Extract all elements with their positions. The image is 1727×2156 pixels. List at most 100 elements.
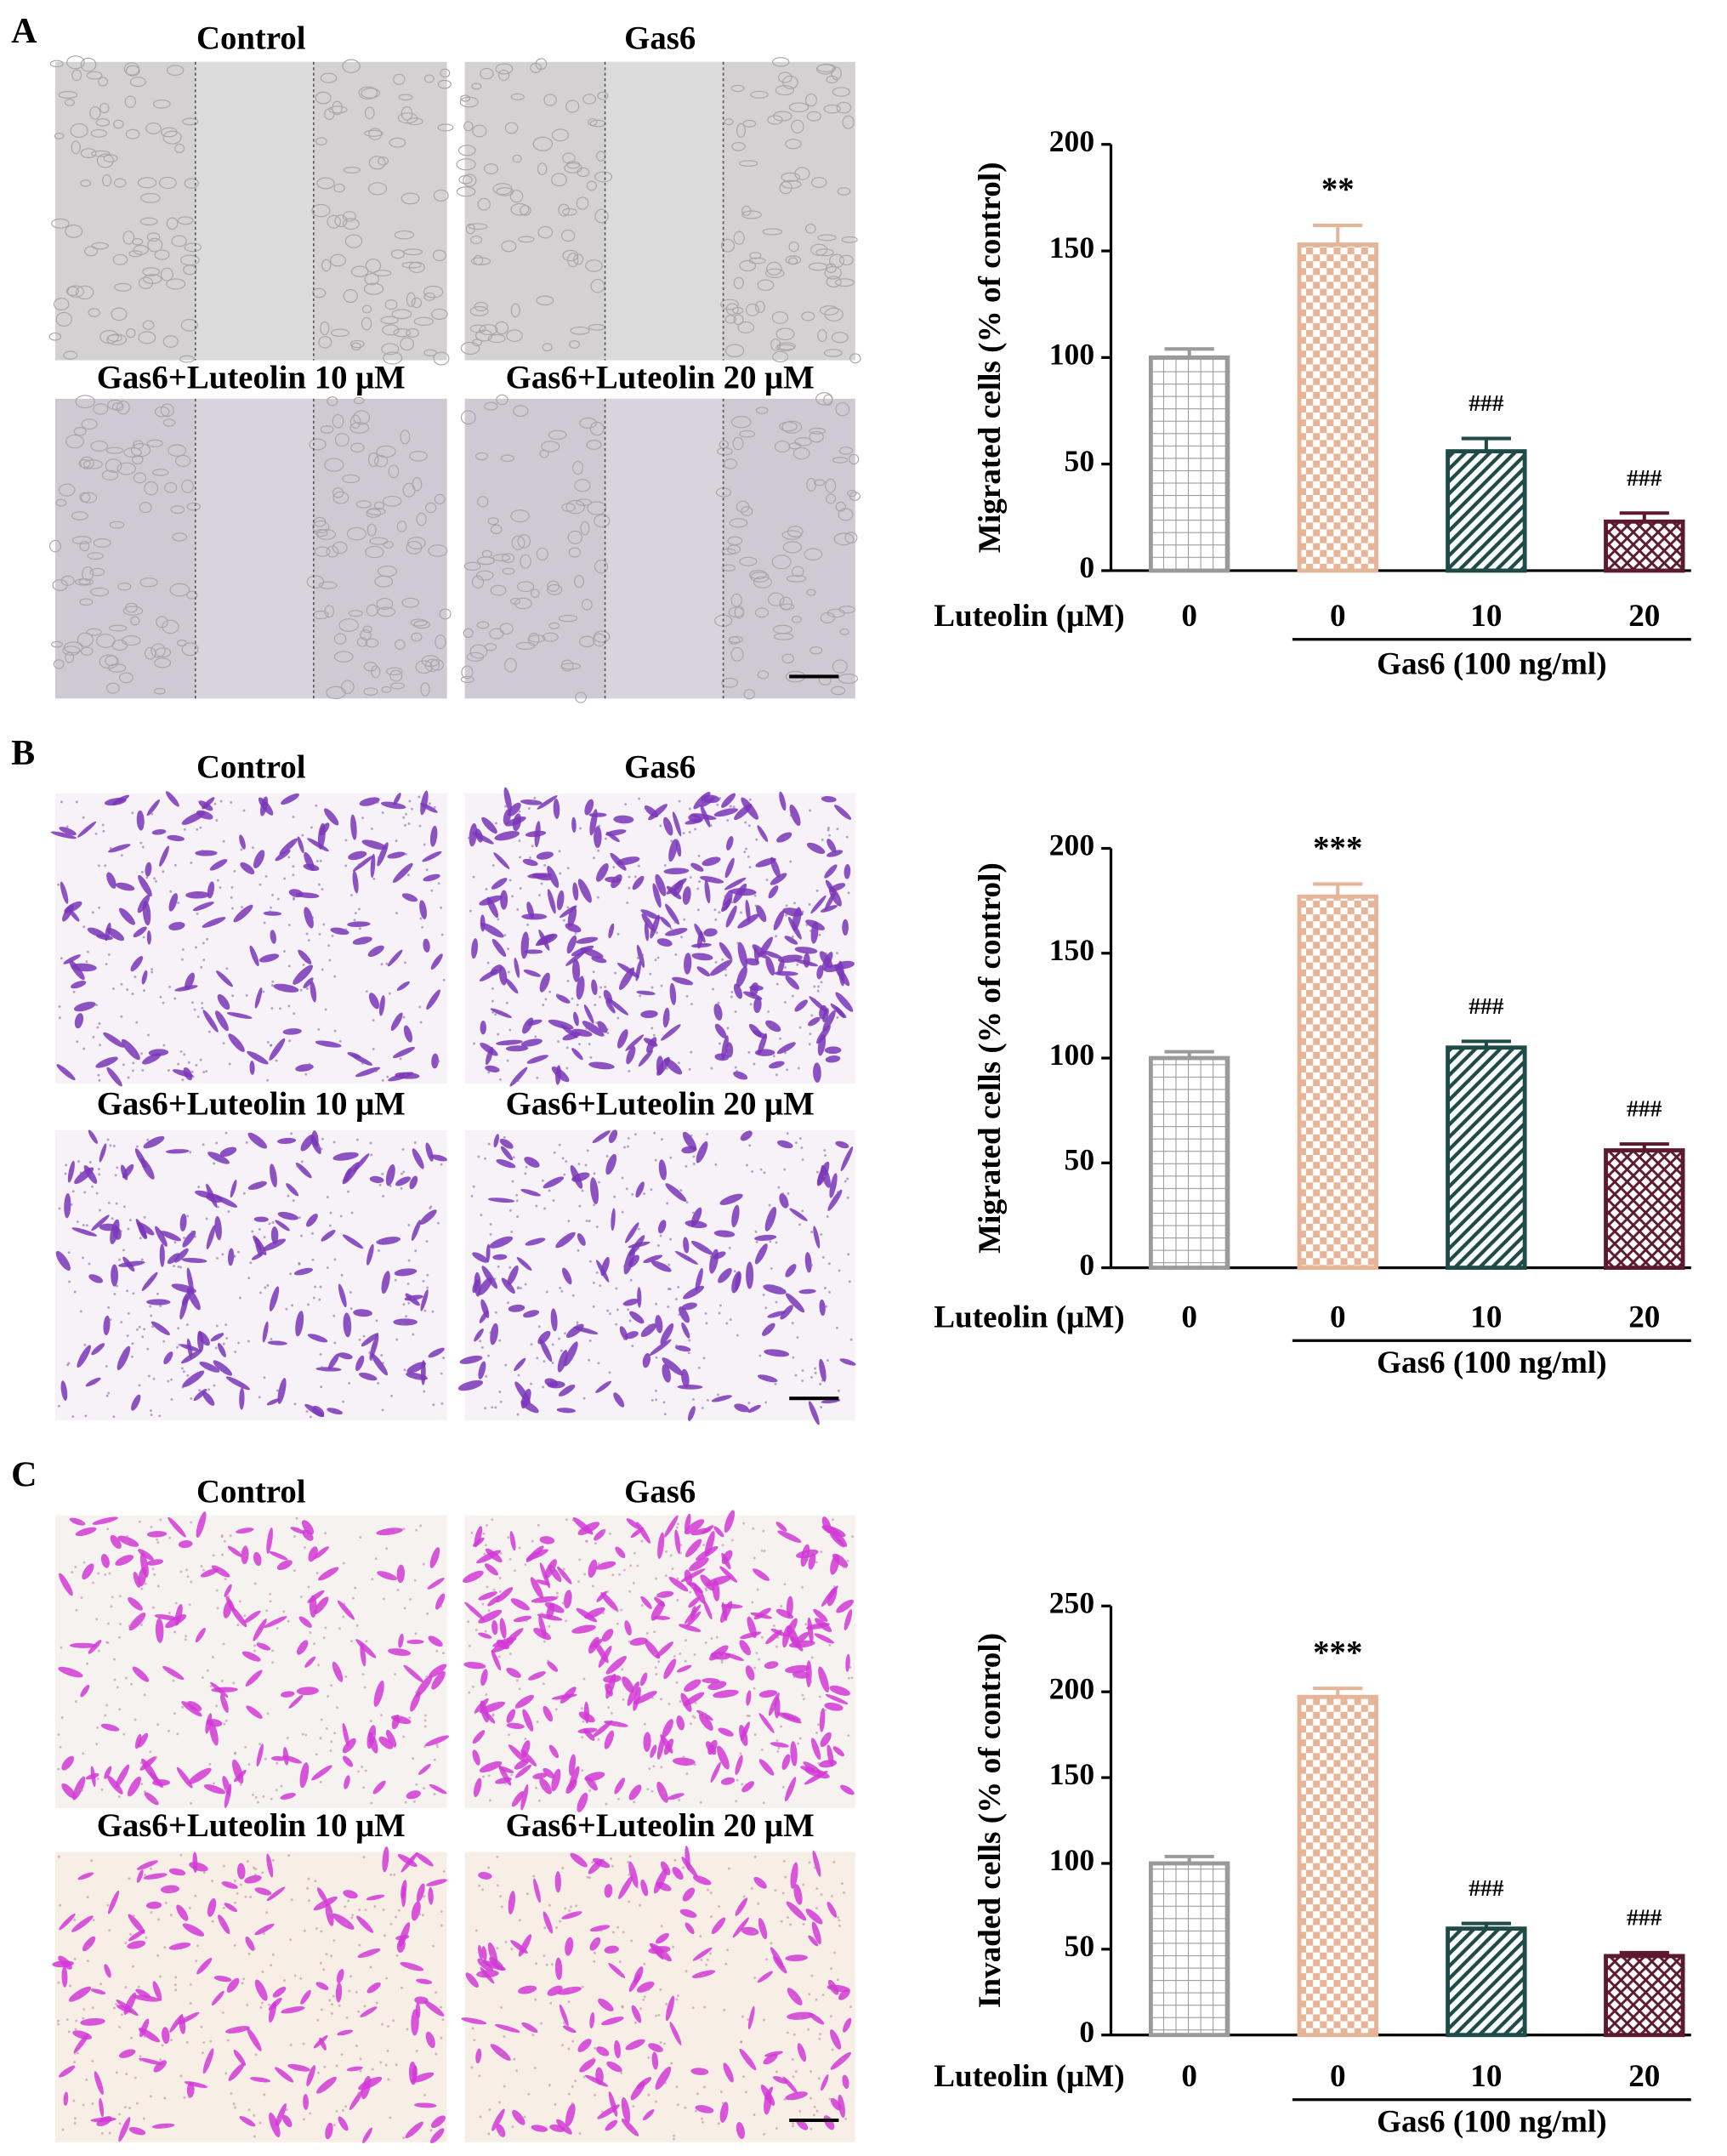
pore	[639, 2007, 643, 2011]
cell	[466, 651, 485, 662]
cell	[469, 822, 478, 847]
pore	[287, 1194, 290, 1197]
pore	[348, 1322, 351, 1325]
pore	[688, 830, 691, 833]
pore	[79, 1171, 82, 1175]
pore	[362, 1786, 366, 1789]
cell	[350, 814, 357, 840]
cell	[551, 1768, 561, 1792]
pore	[556, 1595, 559, 1598]
pore	[850, 1676, 854, 1680]
pore	[244, 1544, 247, 1548]
pore	[247, 1340, 250, 1343]
pore	[705, 1322, 708, 1325]
pore	[128, 1219, 132, 1222]
cell	[835, 501, 846, 512]
pore	[622, 1698, 625, 1701]
cell	[479, 1310, 489, 1323]
cell	[275, 1220, 290, 1232]
cell	[243, 1610, 261, 1624]
pore	[91, 2006, 94, 2010]
cell	[174, 1603, 183, 1626]
cell	[321, 259, 332, 272]
image-title: Gas6	[624, 20, 696, 56]
pore	[258, 2121, 262, 2125]
cell	[562, 2025, 577, 2034]
cell	[724, 1653, 744, 1661]
pore	[162, 870, 165, 873]
pore	[99, 1209, 101, 1212]
pore	[58, 1016, 61, 1020]
pore	[71, 1571, 74, 1574]
cell	[80, 2017, 105, 2026]
cell	[133, 926, 147, 938]
pore	[655, 1398, 658, 1402]
y-tick-label: 50	[1065, 1142, 1095, 1176]
x-tick-label: 20	[1628, 599, 1660, 634]
pore	[411, 1297, 414, 1300]
pore	[549, 894, 552, 897]
pore	[557, 1040, 560, 1044]
cell	[226, 1977, 240, 1993]
cell	[827, 1587, 838, 1607]
pore	[654, 959, 657, 962]
pore	[234, 1351, 237, 1353]
pore	[442, 1357, 446, 1360]
pore	[666, 2013, 669, 2017]
pore	[202, 2041, 206, 2045]
cell	[286, 1183, 299, 1197]
pore	[433, 805, 436, 809]
pore	[382, 1597, 385, 1601]
cell	[360, 629, 372, 641]
cell	[324, 458, 344, 472]
cell	[189, 1862, 208, 1872]
cell	[561, 229, 576, 242]
pore	[168, 2125, 171, 2128]
pore	[428, 802, 431, 805]
pore	[373, 1905, 377, 1909]
cell	[144, 646, 156, 660]
cell	[117, 1535, 139, 1547]
cell	[817, 329, 827, 343]
pore	[487, 1142, 491, 1146]
cell	[63, 2091, 69, 2106]
pore	[309, 1415, 312, 1419]
pore	[792, 1675, 796, 1679]
pore	[518, 1546, 521, 1550]
pore	[647, 1988, 650, 1991]
cell	[746, 1261, 754, 1289]
cell	[806, 477, 816, 492]
pore	[186, 1215, 190, 1218]
cell	[457, 145, 476, 156]
cell	[745, 1665, 755, 1681]
cell	[776, 832, 792, 843]
pore	[783, 1583, 787, 1586]
cell	[493, 852, 510, 869]
cell	[468, 223, 488, 230]
pore	[685, 1164, 688, 1168]
cell	[665, 927, 688, 936]
pore	[298, 1262, 301, 1266]
cell	[753, 1030, 767, 1038]
cell	[491, 1619, 498, 1635]
cell	[636, 2077, 652, 2089]
pore	[402, 1527, 406, 1531]
cell	[554, 1957, 563, 1981]
pore	[335, 2064, 338, 2068]
cell	[176, 1904, 189, 1921]
cell	[196, 1511, 207, 1539]
cell	[592, 1130, 611, 1144]
pore	[621, 1668, 624, 1671]
pore	[801, 1209, 804, 1213]
pore	[311, 1232, 315, 1235]
cell	[327, 1353, 339, 1370]
pore	[688, 1339, 691, 1342]
pore	[415, 1691, 418, 1694]
pore	[355, 1990, 358, 1994]
cell	[99, 654, 119, 669]
pore	[545, 1290, 548, 1294]
cell	[366, 1725, 377, 1749]
pore	[375, 1319, 378, 1323]
cell	[478, 1944, 483, 1960]
pore	[673, 920, 677, 924]
